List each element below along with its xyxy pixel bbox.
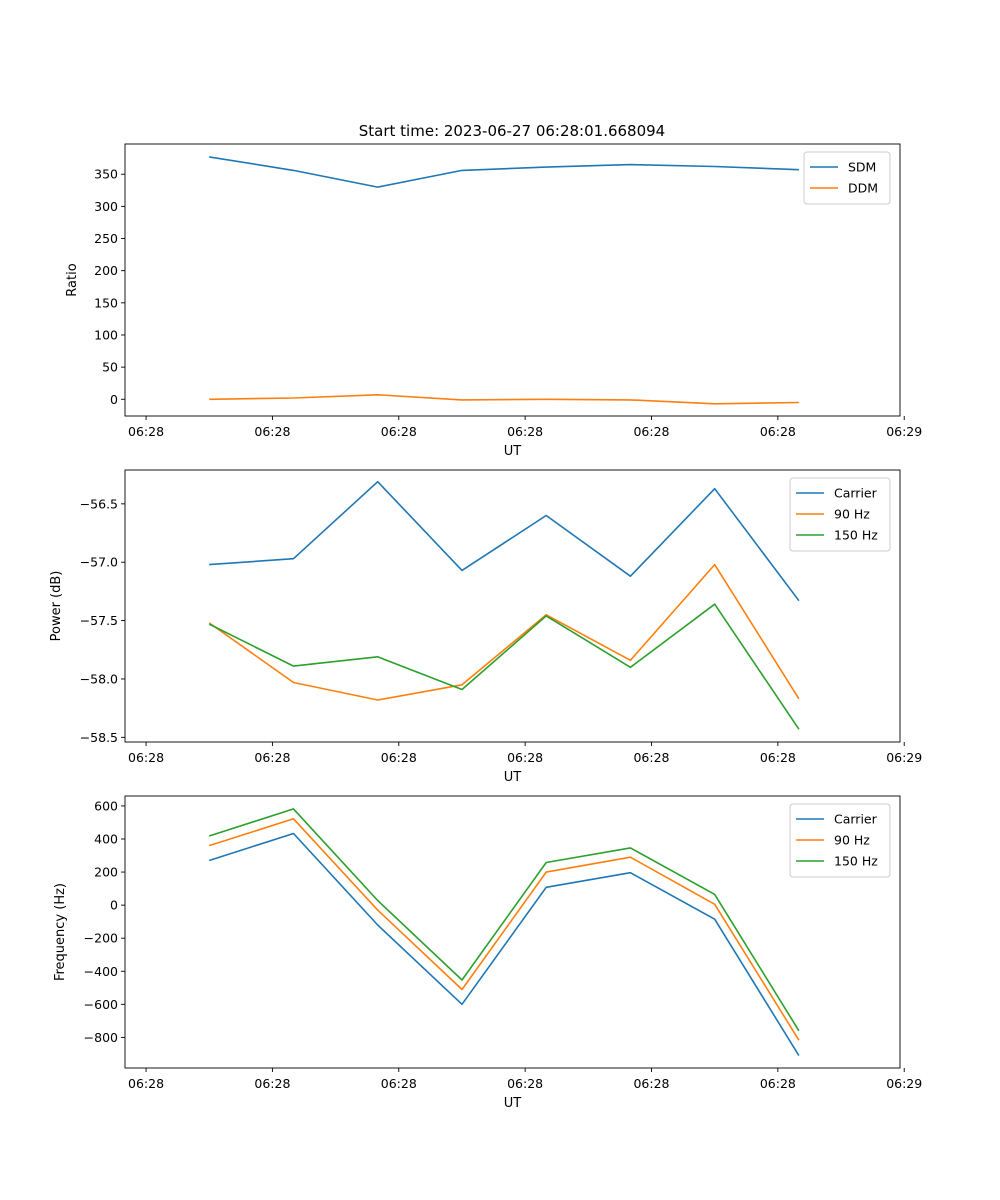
y-axis-label: Power (dB) (49, 571, 64, 642)
x-tick-label: 06:28 (128, 424, 164, 439)
y-tick-label: −58.0 (80, 671, 118, 686)
legend-label: SDM (848, 160, 876, 175)
y-tick-label: 200 (94, 263, 118, 278)
x-tick-label: 06:29 (886, 750, 922, 765)
x-tick-label: 06:28 (507, 1076, 543, 1091)
legend-label: 150 Hz (834, 528, 878, 543)
y-tick-label: 50 (102, 360, 118, 375)
y-tick-label: 200 (94, 865, 118, 880)
legend-label: Carrier (834, 486, 878, 501)
legend-box (789, 477, 891, 552)
series-line-ddm (209, 393, 799, 405)
x-tick-label: 06:28 (760, 1076, 796, 1091)
subplot-power: 06:28 06:28 06:28 06:28 06:28 06:28 06:29 −56.5… (49, 469, 922, 785)
x-axis-label: UT (504, 770, 522, 785)
x-tick-label: 06:28 (507, 424, 543, 439)
legend-box (803, 151, 891, 205)
series-line-90-hz (208, 563, 800, 701)
y-tick-label: 350 (94, 167, 118, 182)
series-line-sdm (209, 156, 799, 188)
subplot-ratio: 06:28 06:28 06:28 06:28 06:28 06:28 06:29 0 50 10… (65, 143, 922, 459)
x-tick-label: 06:29 (886, 424, 922, 439)
x-tick-label: 06:28 (254, 750, 290, 765)
series-line-90-hz (208, 817, 800, 1041)
y-axis-label: Frequency (Hz) (53, 883, 68, 981)
x-tick-label: 06:28 (254, 424, 290, 439)
legend-label: DDM (848, 181, 878, 196)
x-tick-label: 06:28 (381, 750, 417, 765)
y-tick-label: 300 (94, 199, 118, 214)
x-tick-label: 06:28 (633, 1076, 669, 1091)
x-axis-label: UT (504, 444, 522, 459)
y-tick-label: 100 (94, 327, 118, 342)
subplots: 06:28 06:28 06:28 06:28 06:28 06:28 06:29 0 50 10… (49, 143, 922, 1111)
legend: SDM DDM (803, 151, 891, 205)
y-tick-label: −600 (84, 997, 118, 1012)
y-tick-label: −200 (84, 931, 118, 946)
y-tick-label: −400 (84, 964, 118, 979)
x-tick-label: 06:28 (381, 424, 417, 439)
x-tick-label: 06:28 (760, 750, 796, 765)
y-tick-label: 0 (110, 392, 118, 407)
legend-label: 150 Hz (834, 854, 878, 869)
series-line-carrier (208, 832, 800, 1057)
legend-label: Carrier (834, 812, 878, 827)
series-line-150-hz (208, 808, 800, 1032)
x-tick-label: 06:28 (128, 750, 164, 765)
x-axis-label: UT (504, 1096, 522, 1111)
legend-label: 90 Hz (834, 507, 870, 522)
y-tick-label: −57.0 (80, 555, 118, 570)
axes-frame (124, 469, 901, 743)
x-tick-label: 06:29 (886, 1076, 922, 1091)
y-tick-label: 400 (94, 831, 118, 846)
y-tick-label: 150 (94, 295, 118, 310)
series-line-150-hz (208, 603, 800, 730)
x-tick-label: 06:28 (507, 750, 543, 765)
x-tick-label: 06:28 (381, 1076, 417, 1091)
x-tick-label: 06:28 (128, 1076, 164, 1091)
y-tick-label: 600 (94, 798, 118, 813)
x-tick-label: 06:28 (633, 750, 669, 765)
axes-frame (124, 143, 901, 417)
axes-frame (124, 795, 901, 1069)
x-tick-label: 06:28 (760, 424, 796, 439)
series-line-carrier (209, 480, 800, 602)
y-tick-label: 250 (94, 231, 118, 246)
figure-title: Start time: 2023-06-27 06:28:01.668094 (359, 122, 665, 140)
legend: Carrier 90 Hz 150 Hz (789, 477, 891, 552)
legend-box (789, 803, 891, 878)
y-tick-label: −57.5 (80, 613, 118, 628)
legend-label: 90 Hz (834, 833, 870, 848)
y-tick-label: −56.5 (80, 496, 118, 511)
legend: Carrier 90 Hz 150 Hz (789, 803, 891, 878)
x-tick-label: 06:28 (633, 424, 669, 439)
x-tick-label: 06:28 (254, 1076, 290, 1091)
y-axis-label: Ratio (65, 263, 80, 296)
y-tick-label: −58.5 (80, 730, 118, 745)
y-tick-label: −800 (84, 1030, 118, 1045)
y-tick-label: 0 (110, 898, 118, 913)
subplot-frequency: 06:28 06:28 06:28 06:28 06:28 06:28 06:29 600 40… (53, 795, 922, 1111)
